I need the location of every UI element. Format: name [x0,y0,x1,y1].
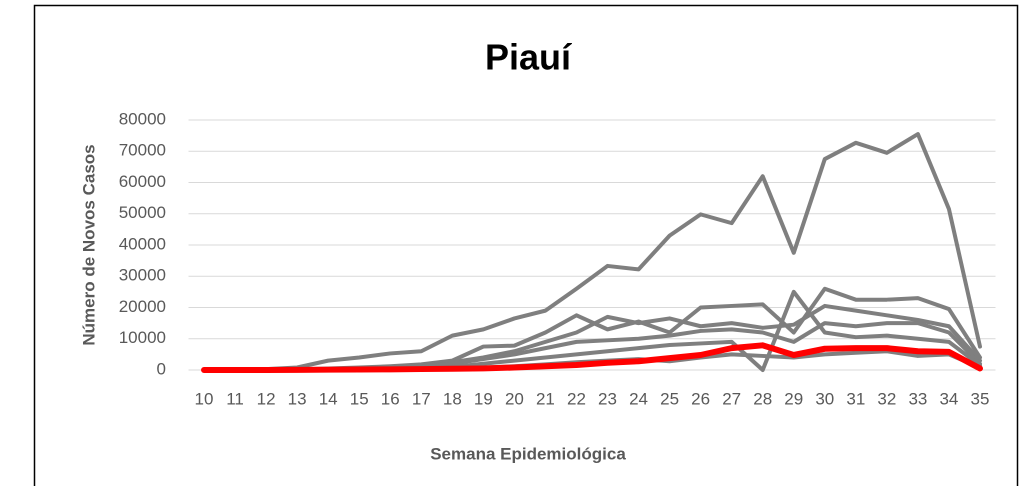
x-tick-label: 16 [381,389,400,408]
x-tick-label: 22 [567,389,586,408]
y-tick-label: 60000 [119,172,166,191]
y-tick-label: 20000 [119,297,166,316]
x-tick-label: 30 [815,389,834,408]
x-tick-label: 20 [505,389,524,408]
chart-title: Piauí [485,37,572,78]
y-tick-label: 40000 [119,234,166,253]
x-tick-label: 10 [195,389,214,408]
x-tick-label: 24 [629,389,648,408]
x-tick-label: 33 [908,389,927,408]
x-tick-label: 12 [257,389,276,408]
y-tick-label: 30000 [119,266,166,285]
y-tick-label: 70000 [119,141,166,160]
series-line [202,132,982,372]
x-tick-label: 31 [846,389,865,408]
x-tick-label: 35 [971,389,990,408]
x-tick-label: 18 [443,389,462,408]
y-axis-title: Número de Novos Casos [79,144,98,345]
y-tick-label: 80000 [119,109,166,128]
x-tick-label: 27 [722,389,741,408]
x-tick-label: 26 [691,389,710,408]
chart-border [33,4,1019,491]
x-tick-label: 11 [226,389,244,408]
x-tick-label: 17 [412,389,431,408]
series-line [201,342,983,373]
x-tick-label: 29 [784,389,803,408]
x-tick-label: 25 [660,389,679,408]
x-tick-label: 19 [474,389,493,408]
x-tick-label: 15 [350,389,369,408]
x-tick-label: 23 [598,389,617,408]
x-tick-label: 28 [753,389,772,408]
x-tick-label: 32 [877,389,896,408]
x-axis-title: Semana Epidemiológica [430,444,626,463]
y-tick-label: 50000 [119,203,166,222]
x-tick-label: 14 [319,389,338,408]
x-tick-label: 21 [536,389,555,408]
x-tick-label: 13 [288,389,307,408]
x-tick-label: 34 [939,389,958,408]
y-tick-label: 0 [157,359,166,378]
y-tick-label: 10000 [119,328,166,347]
